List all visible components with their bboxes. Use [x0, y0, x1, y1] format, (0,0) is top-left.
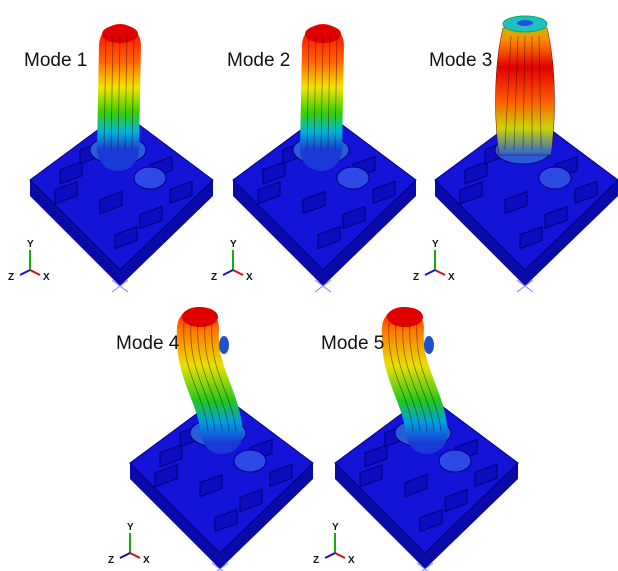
triad-x [233, 270, 243, 275]
base-dome [439, 450, 471, 472]
triad-label: Z [313, 555, 319, 566]
triad-label: Z [413, 272, 419, 283]
triad-label: Y [27, 239, 34, 250]
triad-label: Y [332, 522, 339, 533]
triad-label: X [143, 555, 150, 566]
triad-label: Y [127, 522, 134, 533]
triad-x [335, 553, 345, 558]
base-dome [134, 167, 166, 189]
triad-z [223, 270, 233, 275]
mode-panel: Mode 3 Y Z X [413, 16, 618, 292]
base-dome [337, 167, 369, 189]
column [403, 328, 427, 433]
column-spot [424, 336, 434, 354]
triad-label: Y [432, 239, 439, 250]
base-dome [234, 450, 266, 472]
mode-panel: Mode 5 Y Z X [313, 307, 518, 571]
mode-label: Mode 3 [429, 50, 492, 71]
triad-label: Y [230, 239, 237, 250]
mode-label: Mode 5 [321, 333, 384, 354]
figure: Mode 1YZXMode 2YZXMode 3YZXMode 4YZXMode… [0, 0, 618, 571]
mode-label: Mode 1 [24, 50, 87, 71]
triad-z [425, 270, 435, 275]
mode-panel: Mode 1 Y Z X [8, 25, 213, 292]
mode-label: Mode 2 [227, 50, 290, 71]
column [198, 328, 222, 433]
cap-center [517, 20, 533, 26]
triad-x [130, 553, 140, 558]
triad-label: Z [8, 272, 14, 283]
mode-panel: Mode 2 Y Z X [211, 25, 416, 292]
triad-x [435, 270, 445, 275]
triad-label: X [348, 555, 355, 566]
column-cap [387, 307, 423, 327]
triad-label: X [448, 272, 455, 283]
triad-label: X [43, 272, 50, 283]
triad-z [20, 270, 30, 275]
mode-panel: Mode 4 Y Z X [108, 307, 313, 571]
column-spot [219, 336, 229, 354]
triad-z [325, 553, 335, 558]
base-dome [539, 167, 571, 189]
triad-label: X [246, 272, 253, 283]
triad-x [30, 270, 40, 275]
triad-label: Z [108, 555, 114, 566]
triad-label: Z [211, 272, 217, 283]
column-cap [182, 307, 218, 327]
mode-label: Mode 4 [116, 333, 180, 354]
triad-z [120, 553, 130, 558]
